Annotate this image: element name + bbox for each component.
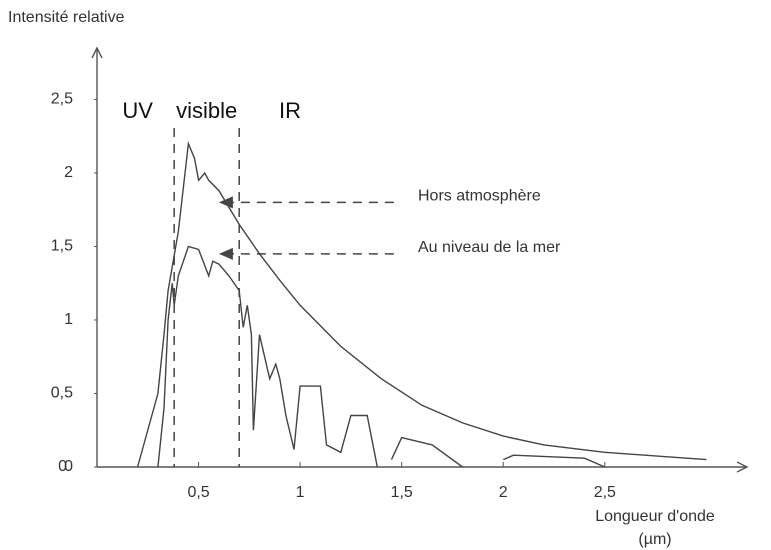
x-axis-label: Longueur d'onde <box>595 508 715 525</box>
x-tick-label: 2 <box>499 484 508 501</box>
y-tick-label: 1 <box>64 311 73 328</box>
x-origin-label: 0 <box>58 458 67 475</box>
x-tick-label: 2,5 <box>594 484 616 501</box>
y-axis-arrow <box>91 46 103 59</box>
arrow-head <box>218 247 233 260</box>
y-tick-label: 1,5 <box>51 238 73 255</box>
band-label: UV <box>122 98 153 123</box>
arrow-head <box>218 196 233 209</box>
band-label: visible <box>176 98 237 123</box>
x-tick-label: 1,5 <box>391 484 413 501</box>
y-tick-label: 0 <box>64 458 73 475</box>
y-tick-label: 0,5 <box>51 385 73 402</box>
x-tick-label: 0,5 <box>187 484 209 501</box>
band-label: IR <box>279 98 301 123</box>
series-line <box>157 245 606 468</box>
series-label: Hors atmosphère <box>418 188 541 205</box>
x-axis-arrow <box>736 461 749 473</box>
x-tick-label: 1 <box>296 484 305 501</box>
y-tick-label: 2,5 <box>51 91 73 108</box>
series-label: Au niveau de la mer <box>418 239 561 256</box>
y-axis-label: Intensité relative <box>8 9 125 26</box>
series-line <box>136 140 707 468</box>
y-tick-label: 2 <box>64 164 73 181</box>
x-axis-unit: (µm) <box>638 531 671 548</box>
